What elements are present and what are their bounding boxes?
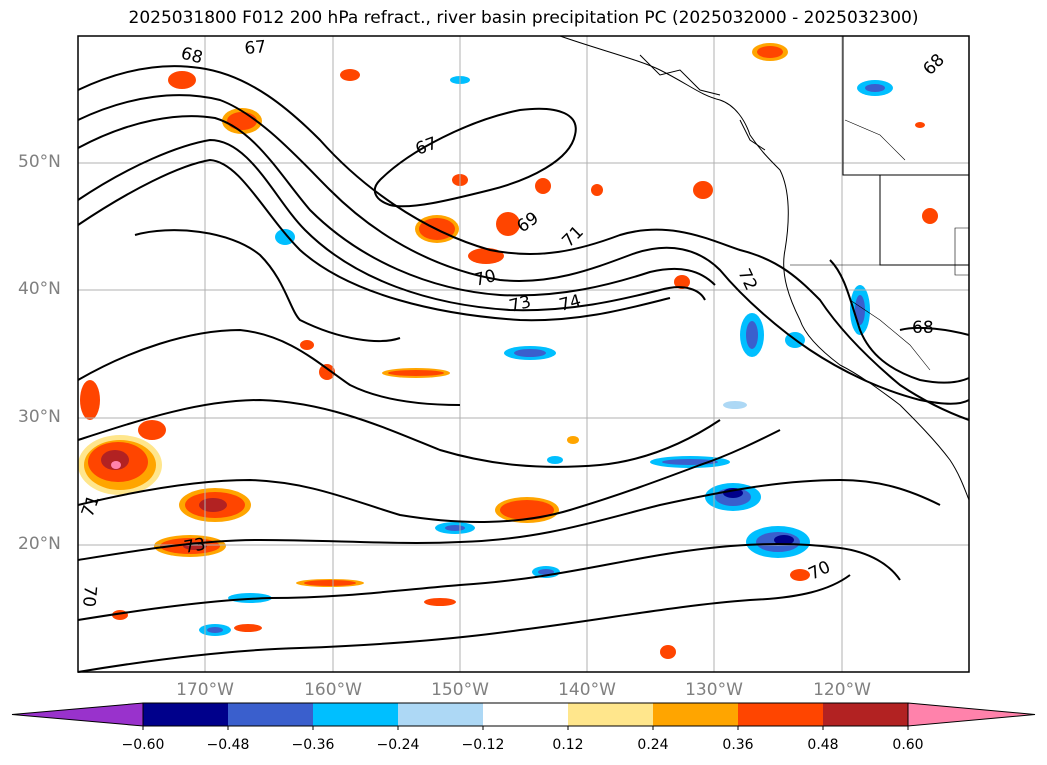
- colorbar-extend-high: [907, 702, 1036, 727]
- contour-label: 73: [182, 534, 207, 557]
- colorbar-tick-label: −0.24: [376, 737, 420, 753]
- colorbar-tick-label: −0.60: [121, 737, 165, 753]
- colorbar-tick-label: 0.12: [552, 737, 584, 753]
- colorbar-segment: [823, 703, 908, 726]
- map-title: 2025031800 F012 200 hPa refract., river …: [128, 8, 919, 28]
- lon-label: 150°W: [431, 680, 489, 700]
- map-gridlines: [78, 36, 969, 672]
- lat-label: 30°N: [18, 407, 61, 427]
- colorbar-segment: [398, 703, 483, 726]
- contour-label: 67: [244, 37, 267, 59]
- lat-label: 40°N: [18, 279, 61, 299]
- colorbar-extend-low: [11, 702, 144, 727]
- colorbar-segment: [568, 703, 653, 726]
- colorbar-tick-label: 0.60: [892, 737, 924, 753]
- colorbar-tick-label: 0.48: [807, 737, 839, 753]
- precip-negative-blobs: [199, 76, 893, 636]
- colorbar-segment: [653, 703, 738, 726]
- colorbar-tick-label: −0.12: [461, 737, 505, 753]
- lat-label: 20°N: [18, 534, 61, 554]
- colorbar-segment: [143, 703, 228, 726]
- lon-label: 160°W: [304, 680, 362, 700]
- colorbar-frame: [142, 702, 909, 727]
- colorbar: [11, 702, 1036, 730]
- colorbar-segment: [483, 703, 568, 726]
- refractivity-contours: [77, 65, 970, 673]
- lon-label: 120°W: [813, 680, 871, 700]
- map-frame: [77, 35, 970, 673]
- colorbar-tick-label: −0.36: [291, 737, 335, 753]
- colorbar-segment: [228, 703, 313, 726]
- lon-label: 130°W: [685, 680, 743, 700]
- contour-label: 70: [78, 585, 100, 608]
- contour-label: 68: [912, 318, 934, 338]
- lon-label: 140°W: [558, 680, 616, 700]
- colorbar-segment: [738, 703, 823, 726]
- colorbar-tick-label: 0.36: [722, 737, 754, 753]
- lon-label: 170°W: [176, 680, 234, 700]
- lat-label: 50°N: [18, 152, 61, 172]
- colorbar-segment: [313, 703, 398, 726]
- colorbar-tick-label: 0.24: [637, 737, 669, 753]
- colorbar-tick-label: −0.48: [206, 737, 250, 753]
